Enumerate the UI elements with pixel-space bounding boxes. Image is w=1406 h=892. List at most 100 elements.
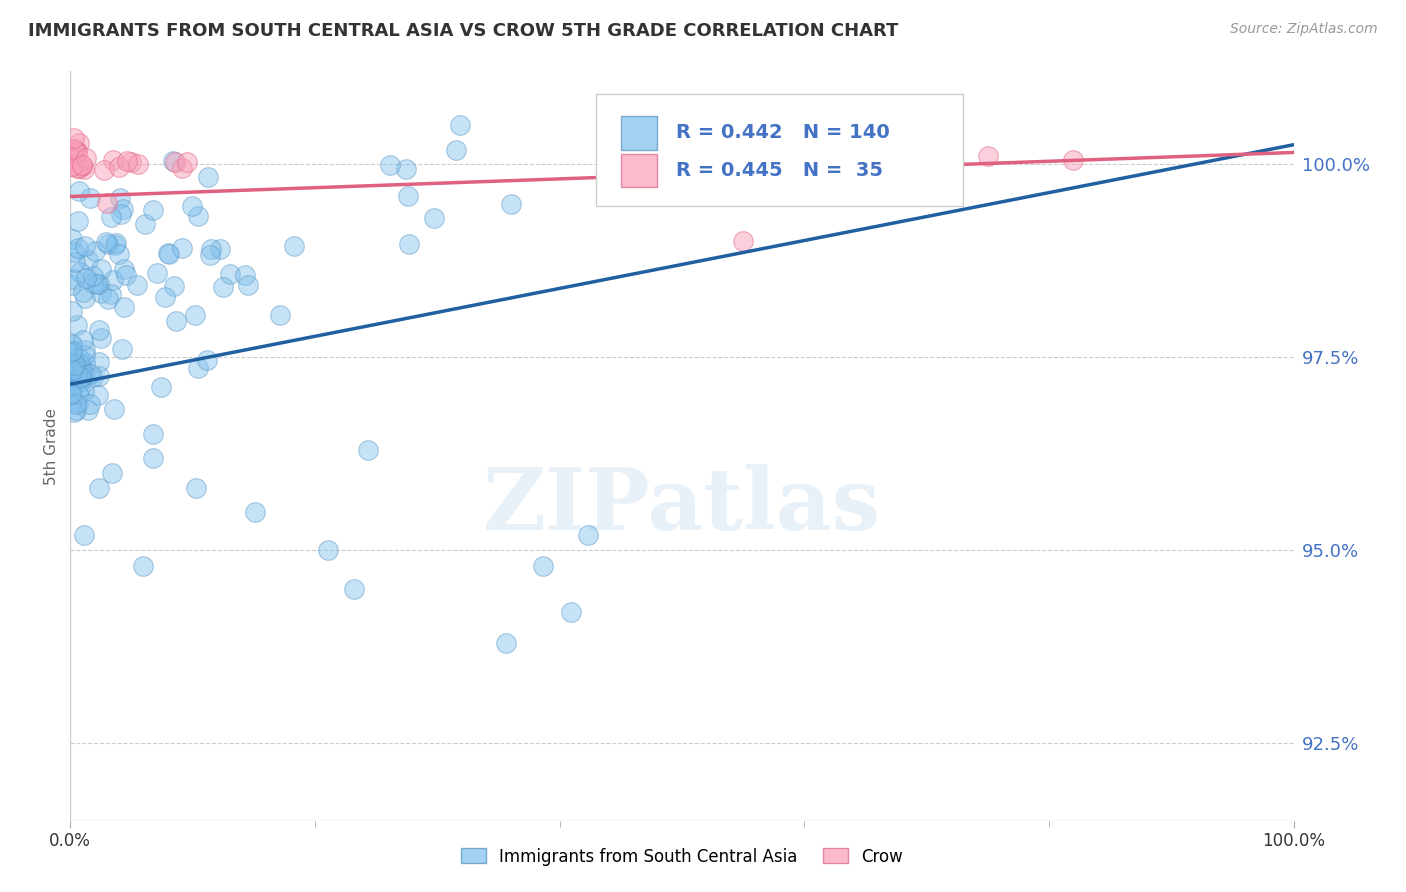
Point [66, 145, 89, 159]
Point [733, 149, 755, 163]
Point [110, 191, 132, 205]
Point [186, 482, 208, 496]
Point [67, 396, 90, 410]
Point [79, 191, 101, 205]
Point [60, 379, 83, 393]
Point [560, 605, 582, 619]
Point [70, 374, 93, 388]
Point [197, 353, 219, 368]
Point [449, 119, 471, 133]
Point [63, 254, 86, 268]
Point [73, 161, 96, 176]
Point [915, 145, 938, 160]
Point [65, 396, 87, 410]
Point [184, 308, 207, 322]
Point [97, 292, 120, 306]
Point [157, 247, 180, 261]
Point [115, 268, 138, 282]
Point [84, 244, 107, 259]
Point [87, 387, 110, 401]
Point [63, 358, 86, 372]
Point [72, 333, 94, 347]
Point [73, 348, 96, 362]
Point [87, 482, 110, 496]
Point [142, 427, 165, 442]
Point [112, 262, 135, 277]
Point [59, 387, 82, 401]
Point [69, 371, 91, 385]
Point [733, 235, 755, 249]
FancyBboxPatch shape [596, 94, 963, 206]
Point [70, 366, 93, 380]
Point [82, 268, 104, 283]
Point [208, 242, 231, 256]
Point [76, 252, 98, 267]
Point [90, 286, 112, 301]
Point [97, 237, 120, 252]
Point [70, 358, 93, 372]
Point [65, 157, 87, 171]
Point [96, 195, 118, 210]
Point [79, 368, 101, 382]
Text: Source: ZipAtlas.com: Source: ZipAtlas.com [1230, 22, 1378, 37]
Point [245, 505, 267, 519]
Point [103, 402, 125, 417]
Point [87, 322, 110, 336]
Point [187, 209, 209, 223]
Point [73, 384, 96, 399]
Point [142, 203, 165, 218]
Point [100, 211, 122, 225]
Point [157, 246, 180, 260]
Point [60, 232, 83, 246]
Point [60, 343, 83, 358]
Point [165, 155, 187, 169]
Point [112, 301, 135, 315]
Point [134, 218, 156, 232]
Point [70, 157, 93, 171]
Point [531, 558, 554, 573]
Point [218, 267, 240, 281]
Point [65, 403, 87, 417]
Point [121, 154, 143, 169]
Point [60, 338, 83, 352]
Point [73, 239, 96, 253]
Point [398, 236, 420, 251]
Point [495, 636, 517, 650]
Point [111, 342, 134, 356]
Point [67, 161, 90, 175]
Point [211, 280, 233, 294]
Point [70, 159, 93, 173]
Point [132, 558, 155, 573]
Point [87, 369, 110, 384]
Point [976, 149, 998, 163]
Point [142, 450, 165, 465]
Point [77, 402, 100, 417]
Text: ZIPatlas: ZIPatlas [482, 464, 882, 548]
Point [90, 261, 112, 276]
Point [60, 304, 83, 318]
Point [63, 272, 86, 286]
Point [67, 383, 90, 397]
Point [65, 356, 87, 370]
Point [59, 345, 82, 359]
Point [110, 206, 132, 220]
Point [62, 363, 84, 377]
Point [172, 161, 194, 175]
Point [200, 242, 222, 256]
Point [163, 278, 186, 293]
Point [176, 154, 198, 169]
Point [108, 160, 131, 174]
Point [101, 153, 124, 167]
Point [165, 314, 187, 328]
Point [444, 143, 467, 157]
Point [66, 241, 89, 255]
Legend: Immigrants from South Central Asia, Crow: Immigrants from South Central Asia, Crow [454, 841, 910, 872]
Point [153, 289, 176, 303]
Point [59, 153, 82, 167]
Point [70, 370, 93, 384]
Point [73, 528, 96, 542]
Point [60, 152, 83, 166]
Point [197, 169, 219, 184]
Point [170, 241, 193, 255]
Point [150, 380, 173, 394]
